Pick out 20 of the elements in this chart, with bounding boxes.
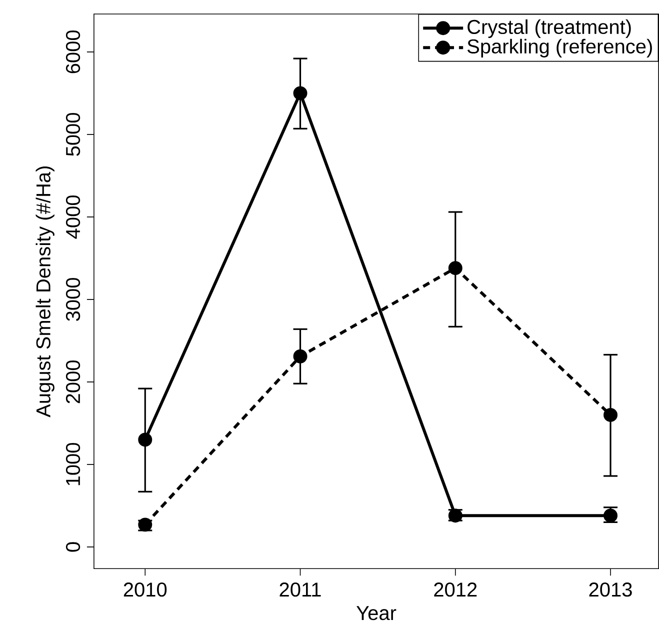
point <box>293 86 308 100</box>
y-tick-label: 6000 <box>66 30 80 74</box>
x-tick-label: 2010 <box>124 582 167 597</box>
y-tick-label: 2000 <box>66 360 80 404</box>
legend-label: Sparkling (reference) <box>467 39 652 58</box>
x-axis-title: Year <box>356 606 396 620</box>
point <box>138 432 152 447</box>
y-tick-label: 1000 <box>66 443 80 486</box>
point <box>604 408 618 422</box>
y-tick-label: 5000 <box>66 113 80 156</box>
x-tick-label: 2012 <box>434 582 477 597</box>
y-tick-label: 0 <box>66 542 80 552</box>
y-tick-label: 4000 <box>66 196 80 239</box>
y-axis-title: August Smelt Density (#/Ha) <box>36 166 54 418</box>
point <box>293 350 308 364</box>
x-tick-label: 2011 <box>280 582 321 597</box>
x-tick-label: 2013 <box>589 582 632 597</box>
legend-label: Crystal (treatment) <box>468 20 631 38</box>
point <box>448 261 462 276</box>
y-tick-label: 3000 <box>66 278 80 322</box>
